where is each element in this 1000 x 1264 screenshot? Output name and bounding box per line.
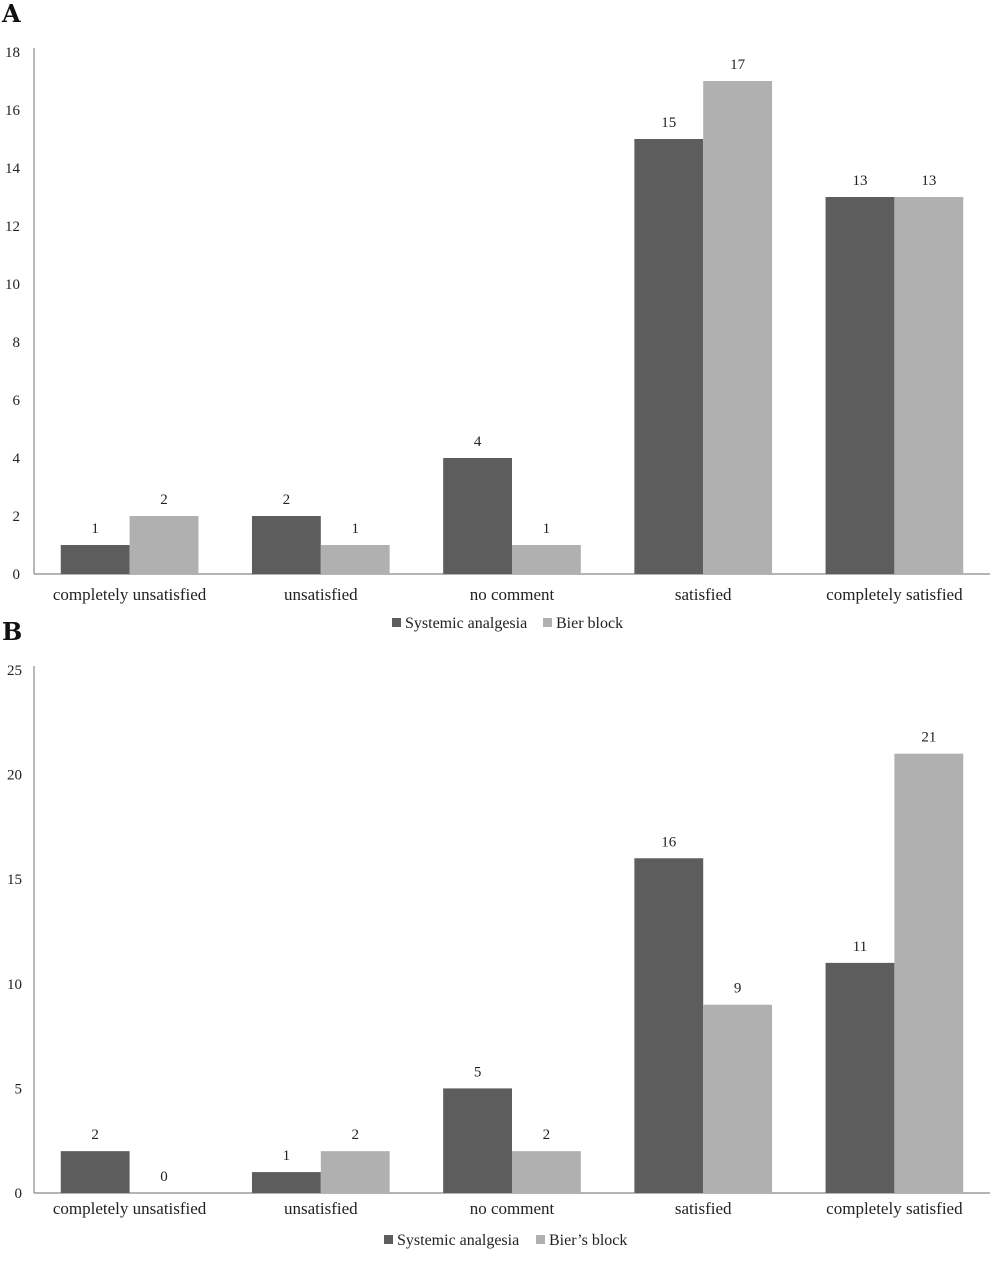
- bar-b-bier-1: [320, 1151, 390, 1193]
- y-tick-label: 5: [15, 1081, 23, 1097]
- bar-a-bier-0: [129, 516, 199, 574]
- category-label: unsatisfied: [284, 1199, 358, 1218]
- y-tick-label: 15: [7, 872, 22, 888]
- category-label: no comment: [470, 1199, 555, 1218]
- data-label: 15: [661, 115, 676, 131]
- y-tick-label: 6: [13, 393, 21, 409]
- bar-b-bier-4: [894, 753, 964, 1193]
- data-label: 1: [91, 521, 99, 537]
- category-label: completely unsatisfied: [53, 585, 207, 604]
- bar-b-bier-2: [512, 1151, 581, 1193]
- panel-b-letter: B: [2, 617, 22, 646]
- legend-swatch: [536, 1235, 545, 1244]
- legend-label: Bier’s block: [549, 1232, 627, 1249]
- y-tick-label: 4: [13, 451, 21, 467]
- data-label: 17: [730, 57, 746, 73]
- data-label: 13: [921, 173, 936, 189]
- bar-a-systemic-0: [60, 545, 130, 574]
- category-label: satisfied: [675, 1199, 732, 1218]
- data-label: 13: [852, 173, 867, 189]
- bar-a-systemic-3: [634, 139, 704, 574]
- bar-b-systemic-0: [60, 1151, 130, 1193]
- y-tick-label: 12: [5, 219, 20, 235]
- data-label: 2: [351, 1127, 359, 1143]
- legend-label: Bier block: [556, 615, 623, 632]
- data-label: 2: [160, 492, 168, 508]
- bar-b-systemic-3: [634, 858, 704, 1193]
- bar-b-systemic-4: [825, 962, 895, 1193]
- y-tick-label: 10: [7, 977, 22, 993]
- legend-swatch: [543, 618, 552, 627]
- data-label: 11: [853, 939, 867, 955]
- bar-a-systemic-1: [251, 516, 321, 574]
- y-tick-label: 14: [5, 161, 21, 177]
- bar-a-bier-4: [894, 197, 964, 574]
- data-label: 1: [283, 1148, 291, 1164]
- y-tick-label: 8: [13, 335, 21, 351]
- y-tick-label: 25: [7, 663, 22, 679]
- y-tick-label: 20: [7, 768, 22, 784]
- y-tick-label: 16: [5, 103, 21, 119]
- y-tick-label: 0: [15, 1186, 23, 1202]
- data-label: 1: [351, 521, 359, 537]
- bar-a-bier-2: [512, 545, 581, 574]
- data-label: 5: [474, 1064, 482, 1080]
- category-label: unsatisfied: [284, 585, 358, 604]
- data-label: 0: [160, 1169, 168, 1185]
- bar-b-systemic-1: [251, 1172, 321, 1193]
- data-label: 2: [91, 1127, 99, 1143]
- panel-a-letter: A: [1, 0, 21, 28]
- data-label: 4: [474, 434, 482, 450]
- bar-a-bier-1: [320, 545, 390, 574]
- category-label: no comment: [470, 585, 555, 604]
- data-label: 1: [543, 521, 551, 537]
- legend-label: Systemic analgesia: [405, 615, 527, 632]
- legend-label: Systemic analgesia: [397, 1232, 519, 1249]
- bar-b-bier-3: [703, 1004, 773, 1193]
- category-label: completely satisfied: [826, 585, 963, 604]
- data-label: 9: [734, 981, 742, 997]
- y-tick-label: 2: [13, 509, 21, 525]
- bar-a-bier-3: [703, 81, 773, 574]
- y-tick-label: 0: [13, 567, 21, 583]
- category-label: completely satisfied: [826, 1199, 963, 1218]
- bar-a-systemic-2: [443, 458, 512, 574]
- data-label: 2: [283, 492, 291, 508]
- bar-a-systemic-4: [825, 197, 895, 574]
- y-tick-label: 18: [5, 45, 20, 61]
- legend-swatch: [392, 618, 401, 627]
- category-label: satisfied: [675, 585, 732, 604]
- category-label: completely unsatisfied: [53, 1199, 207, 1218]
- data-label: 21: [921, 730, 936, 746]
- data-label: 16: [661, 834, 677, 850]
- bar-b-systemic-2: [443, 1088, 512, 1193]
- legend-swatch: [384, 1235, 393, 1244]
- y-tick-label: 10: [5, 277, 20, 293]
- data-label: 2: [543, 1127, 551, 1143]
